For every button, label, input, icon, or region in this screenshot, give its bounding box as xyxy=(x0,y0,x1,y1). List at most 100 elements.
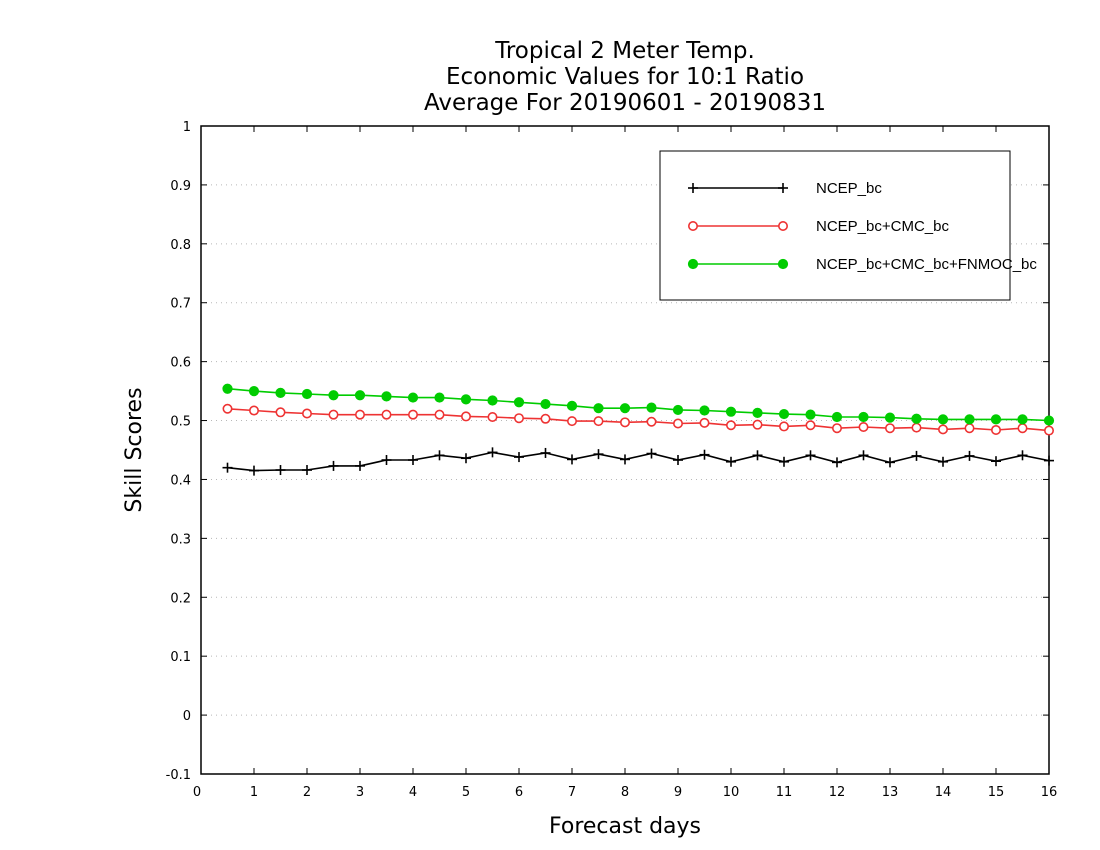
data-point-0-9 xyxy=(461,453,471,464)
data-point-0-8 xyxy=(434,450,445,461)
data-point-1-10 xyxy=(487,412,498,423)
data-point-0-18 xyxy=(699,449,710,460)
data-point-0-29 xyxy=(991,456,1001,467)
y-tick-label-2: 0.1 xyxy=(170,650,191,665)
x-axis-label: Forecast days xyxy=(549,814,701,839)
data-point-1-31 xyxy=(1044,425,1055,436)
series-line-0 xyxy=(227,451,1050,472)
data-point-0-1 xyxy=(249,465,259,476)
data-point-1-27 xyxy=(937,424,948,435)
data-point-0-17 xyxy=(673,455,683,466)
y-tick-label-9: 0.8 xyxy=(170,238,191,253)
data-point-0-30 xyxy=(1017,450,1028,461)
data-point-1-29 xyxy=(990,424,1001,435)
data-point-1-1 xyxy=(249,405,260,416)
data-point-1-20 xyxy=(752,419,763,430)
legend-marker-end-2 xyxy=(777,258,789,270)
data-point-2-7 xyxy=(407,392,419,403)
series-1 xyxy=(222,403,1055,436)
y-tick-label-3: 0.2 xyxy=(170,591,191,606)
chart-title-line-2: Economic Values for 10:1 Ratio xyxy=(446,64,804,90)
data-point-2-8 xyxy=(434,392,445,403)
data-point-0-25 xyxy=(885,457,895,468)
data-point-1-28 xyxy=(964,423,975,434)
data-point-2-11 xyxy=(513,397,525,408)
data-point-1-17 xyxy=(672,418,683,429)
x-tick-label-15: 15 xyxy=(988,785,1005,800)
data-point-0-13 xyxy=(567,454,577,465)
legend-entry-2: NCEP_bc+CMC_bc+FNMOC_bc xyxy=(687,256,1037,273)
data-point-2-16 xyxy=(646,402,657,413)
y-axis: -0.1 0 0.1 0.2 0.3 0.4 0.5 0.6 0.7 0.8 0.9 1 xyxy=(166,120,1049,783)
data-point-0-14 xyxy=(593,449,604,460)
data-point-2-30 xyxy=(1017,414,1028,425)
y-tick-label-11: 1 xyxy=(183,120,191,135)
data-point-2-23 xyxy=(831,411,843,423)
series-line-2 xyxy=(227,387,1050,422)
data-point-1-13 xyxy=(566,416,577,427)
data-point-2-19 xyxy=(725,406,737,417)
data-point-1-18 xyxy=(699,417,710,428)
data-point-1-23 xyxy=(831,423,842,434)
data-point-2-2 xyxy=(275,387,286,398)
data-point-2-4 xyxy=(328,390,339,401)
legend-marker-end-0 xyxy=(778,183,788,193)
legend-entry-0: NCEP_bc xyxy=(688,180,882,197)
data-point-2-28 xyxy=(964,414,975,425)
data-point-1-8 xyxy=(434,409,445,420)
x-tick-label-11: 11 xyxy=(776,785,793,800)
x-tick-label-6: 6 xyxy=(515,785,523,800)
y-tick-label-7: 0.6 xyxy=(170,356,191,371)
data-point-0-0 xyxy=(222,462,233,473)
x-tick-label-9: 9 xyxy=(674,785,682,800)
data-point-0-16 xyxy=(646,448,657,459)
data-point-2-21 xyxy=(778,408,790,420)
chart-title-line-1: Tropical 2 Meter Temp. xyxy=(494,38,755,64)
data-point-1-16 xyxy=(646,416,657,427)
data-point-0-28 xyxy=(964,450,975,461)
data-point-1-4 xyxy=(328,409,339,420)
series-2 xyxy=(222,383,1055,426)
x-tick-label-8: 8 xyxy=(621,785,629,800)
data-point-0-5 xyxy=(355,460,365,471)
x-tick-label-1: 1 xyxy=(250,785,258,800)
data-point-1-5 xyxy=(354,409,365,420)
data-point-2-3 xyxy=(301,388,313,400)
data-point-0-20 xyxy=(752,450,763,461)
legend-label-1: NCEP_bc+CMC_bc xyxy=(816,218,949,235)
data-point-2-24 xyxy=(858,411,869,423)
y-tick-label-10: 0.9 xyxy=(170,179,191,194)
legend-marker-start-1 xyxy=(687,221,698,232)
x-tick-label-16: 16 xyxy=(1041,785,1058,800)
data-point-0-11 xyxy=(514,452,524,463)
y-axis-label: Skill Scores xyxy=(122,387,147,512)
data-point-2-15 xyxy=(619,403,631,414)
data-point-2-31 xyxy=(1043,415,1055,426)
x-tick-label-13: 13 xyxy=(882,785,899,800)
data-point-1-6 xyxy=(381,409,392,420)
data-point-1-11 xyxy=(513,413,524,424)
x-tick-label-12: 12 xyxy=(829,785,846,800)
data-point-0-21 xyxy=(779,456,789,467)
data-point-2-26 xyxy=(911,413,922,424)
data-point-1-9 xyxy=(460,411,471,422)
y-tick-label-5: 0.4 xyxy=(170,473,191,488)
data-point-1-3 xyxy=(301,408,312,419)
data-point-0-19 xyxy=(726,456,736,467)
data-point-1-30 xyxy=(1017,423,1028,434)
data-point-1-0 xyxy=(222,403,233,414)
data-point-0-10 xyxy=(487,447,498,458)
x-tick-label-10: 10 xyxy=(723,785,740,800)
x-tick-label-3: 3 xyxy=(356,785,364,800)
data-point-0-27 xyxy=(938,456,948,467)
x-tick-label-5: 5 xyxy=(462,785,470,800)
data-point-0-23 xyxy=(832,457,842,468)
data-point-2-18 xyxy=(699,405,710,416)
data-point-1-19 xyxy=(725,420,736,431)
data-point-2-9 xyxy=(460,394,472,405)
x-tick-label-14: 14 xyxy=(935,785,952,800)
data-point-0-26 xyxy=(911,450,922,461)
legend-marker-end-1 xyxy=(777,221,788,232)
data-point-1-2 xyxy=(275,407,286,418)
data-point-1-22 xyxy=(805,420,816,431)
